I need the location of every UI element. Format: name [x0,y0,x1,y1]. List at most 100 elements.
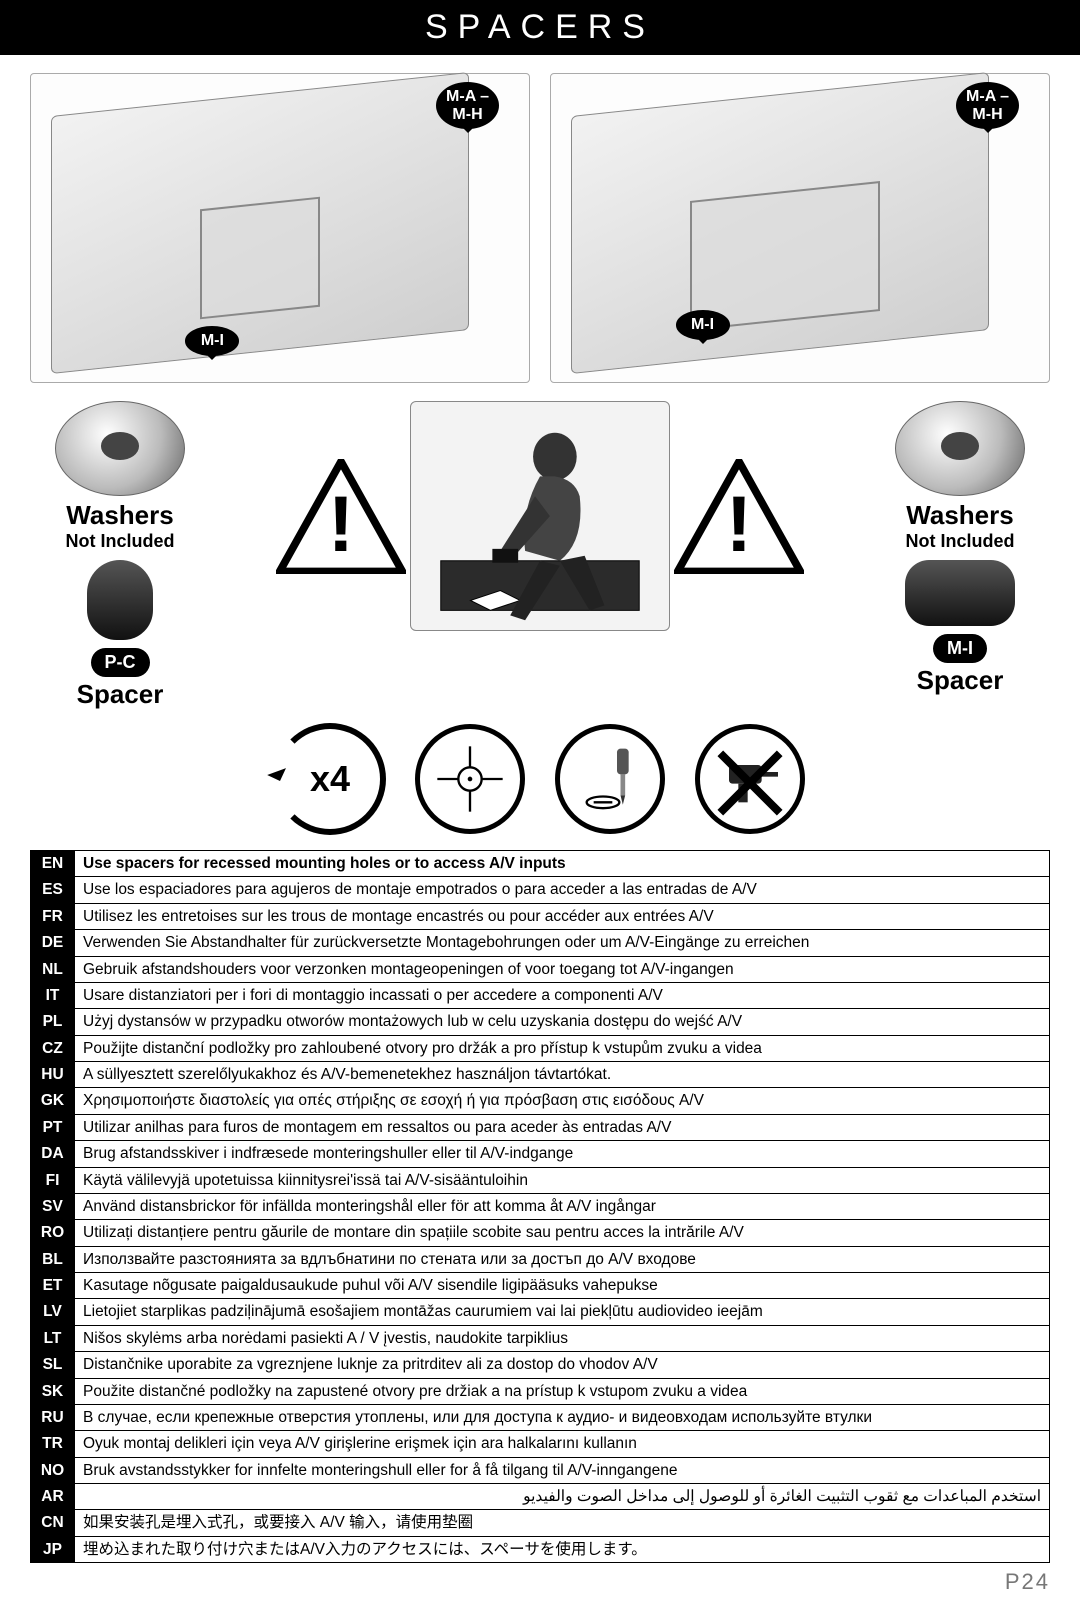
lang-text: A süllyesztett szerelőlyukakhoz és A/V-b… [75,1062,1050,1088]
lang-code: PL [31,1009,75,1035]
lang-text: Utilizați distanțiere pentru găurile de … [75,1220,1050,1246]
table-row: RUВ случае, если крепежные отверстия уто… [31,1404,1050,1430]
page-title: SPACERS [0,0,1080,55]
lang-code: JP [31,1536,75,1562]
table-row: LVLietojiet starplikas padziļinājumā eso… [31,1299,1050,1325]
table-row: SLDistančnike uporabite za vgreznjene lu… [31,1352,1050,1378]
lang-code: CZ [31,1035,75,1061]
lang-text: Brug afstandsskiver i indfræsede monteri… [75,1141,1050,1167]
lang-text: Bruk avstandsstykker for innfelte monter… [75,1457,1050,1483]
lang-text: Use spacers for recessed mounting holes … [75,851,1050,877]
spacer-mi-icon [905,560,1015,626]
tv-diagram-left: M-A – M-H M-I [30,73,530,383]
lang-code: ET [31,1273,75,1299]
washers-title-left: Washers [30,500,210,531]
table-row: ETKasutage nõgusate paigaldusaukude puhu… [31,1273,1050,1299]
table-row: ITUsare distanziatori per i fori di mont… [31,982,1050,1008]
table-row: SKPoužite distančné podložky na zapusten… [31,1378,1050,1404]
table-row: ARاستخدم المباعدات مع ثقوب التثبيت الغائ… [31,1484,1050,1510]
lang-text: Използвайте разстоянията за вдлъбнатини … [75,1246,1050,1272]
crosshair-icon [415,724,525,834]
svg-text:!: ! [328,479,354,568]
washer-icon [55,401,185,496]
table-row: SVAnvänd distansbrickor för infällda mon… [31,1193,1050,1219]
washer-icon-right [895,401,1025,496]
washer-left-col: Washers Not Included P-C Spacer [30,401,210,710]
warning-triangle-left: ! [276,459,406,574]
lang-text: استخدم المباعدات مع ثقوب التثبيت الغائرة… [75,1484,1050,1510]
table-row: CZPoužijte distanční podložky pro zahlou… [31,1035,1050,1061]
lang-code: IT [31,982,75,1008]
lang-code: FI [31,1167,75,1193]
no-drill-icon [695,724,805,834]
table-row: CN如果安装孔是埋入式孔，或要接入 A/V 输入，请使用垫圈 [31,1510,1050,1536]
lang-text: Lietojiet starplikas padziļinājumā esoša… [75,1299,1050,1325]
washers-warning-row: Washers Not Included P-C Spacer ! [30,401,1050,710]
table-row: PLUżyj dystansów w przypadku otworów mon… [31,1009,1050,1035]
label-mi-left: M-I [185,326,239,356]
spacer-word-right: Spacer [870,665,1050,696]
screwdriver-icon [555,724,665,834]
lang-text: Använd distansbrickor för infällda monte… [75,1193,1050,1219]
lang-text: Use los espaciadores para agujeros de mo… [75,877,1050,903]
lang-text: Nišos skylėms arba norėdami pasiekti A /… [75,1325,1050,1351]
label-ma-mh-left: M-A – M-H [436,82,499,129]
washers-sub-right: Not Included [870,531,1050,552]
lang-text: Utilizar anilhas para furos de montagem … [75,1114,1050,1140]
warning-center: ! ! [210,401,870,631]
language-table: ENUse spacers for recessed mounting hole… [30,850,1050,1563]
lang-code: SL [31,1352,75,1378]
lang-code: AR [31,1484,75,1510]
lang-text: Utilisez les entretoises sur les trous d… [75,903,1050,929]
lang-code: SK [31,1378,75,1404]
washers-sub-left: Not Included [30,531,210,552]
table-row: GKΧρησιμοποιήστε διαστολείς για οπές στή… [31,1088,1050,1114]
lang-text: Použite distančné podložky na zapustené … [75,1378,1050,1404]
lang-code: ES [31,877,75,903]
label-mi-right: M-I [676,310,730,340]
lang-code: EN [31,851,75,877]
washer-right-col: Washers Not Included M-I Spacer [870,401,1050,696]
table-row: ENUse spacers for recessed mounting hole… [31,851,1050,877]
lang-code: DA [31,1141,75,1167]
spacer-word-left: Spacer [30,679,210,710]
lang-text: Použijte distanční podložky pro zahloube… [75,1035,1050,1061]
instruction-icons-row: x4 [30,724,1050,834]
lang-code: DE [31,930,75,956]
washers-title-right: Washers [870,500,1050,531]
table-row: NLGebruik afstandshouders voor verzonken… [31,956,1050,982]
lang-code: NL [31,956,75,982]
lang-code: LT [31,1325,75,1351]
warning-triangle-right: ! [674,459,804,574]
lang-code: LV [31,1299,75,1325]
table-row: PTUtilizar anilhas para furos de montage… [31,1114,1050,1140]
lang-text: Gebruik afstandshouders voor verzonken m… [75,956,1050,982]
table-row: DABrug afstandsskiver i indfræsede monte… [31,1141,1050,1167]
lang-text: Kasutage nõgusate paigaldusaukude puhul … [75,1273,1050,1299]
lang-code: HU [31,1062,75,1088]
lang-text: Χρησιμοποιήστε διαστολείς για οπές στήρι… [75,1088,1050,1114]
lang-text: 如果安装孔是埋入式孔，或要接入 A/V 输入，请使用垫圈 [75,1510,1050,1536]
label-ma-mh-right: M-A – M-H [956,82,1019,129]
tv-diagram-right: M-A – M-H M-I [550,73,1050,383]
lang-code: RU [31,1404,75,1430]
lang-text: Verwenden Sie Abstandhalter für zurückve… [75,930,1050,956]
table-row: DEVerwenden Sie Abstandhalter für zurück… [31,930,1050,956]
table-row: NOBruk avstandsstykker for innfelte mont… [31,1457,1050,1483]
spacer-tag-left: P-C [91,648,150,677]
x4-rotate-icon: x4 [275,724,385,834]
table-row: FIKäytä välilevyjä upotetuissa kiinnitys… [31,1167,1050,1193]
table-row: BLИзползвайте разстоянията за вдлъбнатин… [31,1246,1050,1272]
table-row: ROUtilizați distanțiere pentru găurile d… [31,1220,1050,1246]
lang-text: Käytä välilevyjä upotetuissa kiinnitysre… [75,1167,1050,1193]
lang-text: Użyj dystansów w przypadku otworów monta… [75,1009,1050,1035]
lang-text: Distančnike uporabite za vgreznjene lukn… [75,1352,1050,1378]
table-row: TROyuk montaj delikleri için veya A/V gi… [31,1431,1050,1457]
lang-code: PT [31,1114,75,1140]
table-row: LTNišos skylėms arba norėdami pasiekti A… [31,1325,1050,1351]
person-drilling-illustration [410,401,670,631]
lang-text: Usare distanziatori per i fori di montag… [75,982,1050,1008]
lang-code: CN [31,1510,75,1536]
lang-code: GK [31,1088,75,1114]
lang-code: BL [31,1246,75,1272]
